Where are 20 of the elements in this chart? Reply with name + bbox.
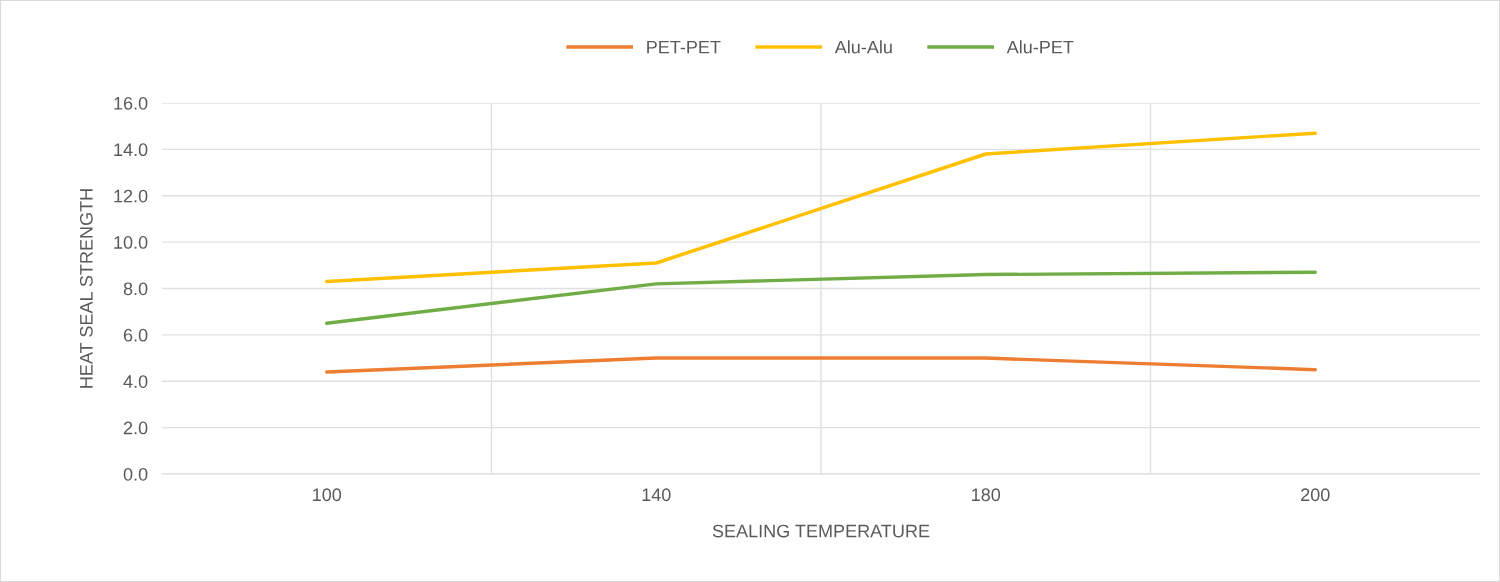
x-tick-label: 140 (642, 488, 671, 502)
legend-label: PET-PET (647, 40, 721, 54)
x-axis-title: SEALING TEMPERATURE (712, 524, 930, 538)
legend-label: Alu-Alu (834, 40, 892, 54)
y-tick-label: 10.0 (114, 236, 148, 249)
legend-label: Alu-PET (1006, 40, 1074, 54)
y-tick-label: 16.0 (114, 96, 148, 110)
y-tick-label: 12.0 (114, 189, 148, 203)
y-tick-label: 6.0 (123, 328, 148, 342)
y-tick-label: 8.0 (123, 282, 148, 296)
y-axis-title: HEAT SEAL STRENGTH (79, 189, 93, 388)
x-tick-label: 100 (313, 488, 342, 502)
y-tick-label: 0.0 (123, 467, 148, 481)
y-tick-label: 4.0 (123, 375, 148, 388)
y-tick-label: 2.0 (123, 421, 148, 435)
y-tick-label: 14.0 (114, 143, 148, 157)
x-tick-label: 180 (972, 488, 1001, 502)
line-series (325, 131, 1317, 284)
x-tick-label: 200 (1301, 488, 1330, 502)
line-series (325, 270, 1317, 326)
